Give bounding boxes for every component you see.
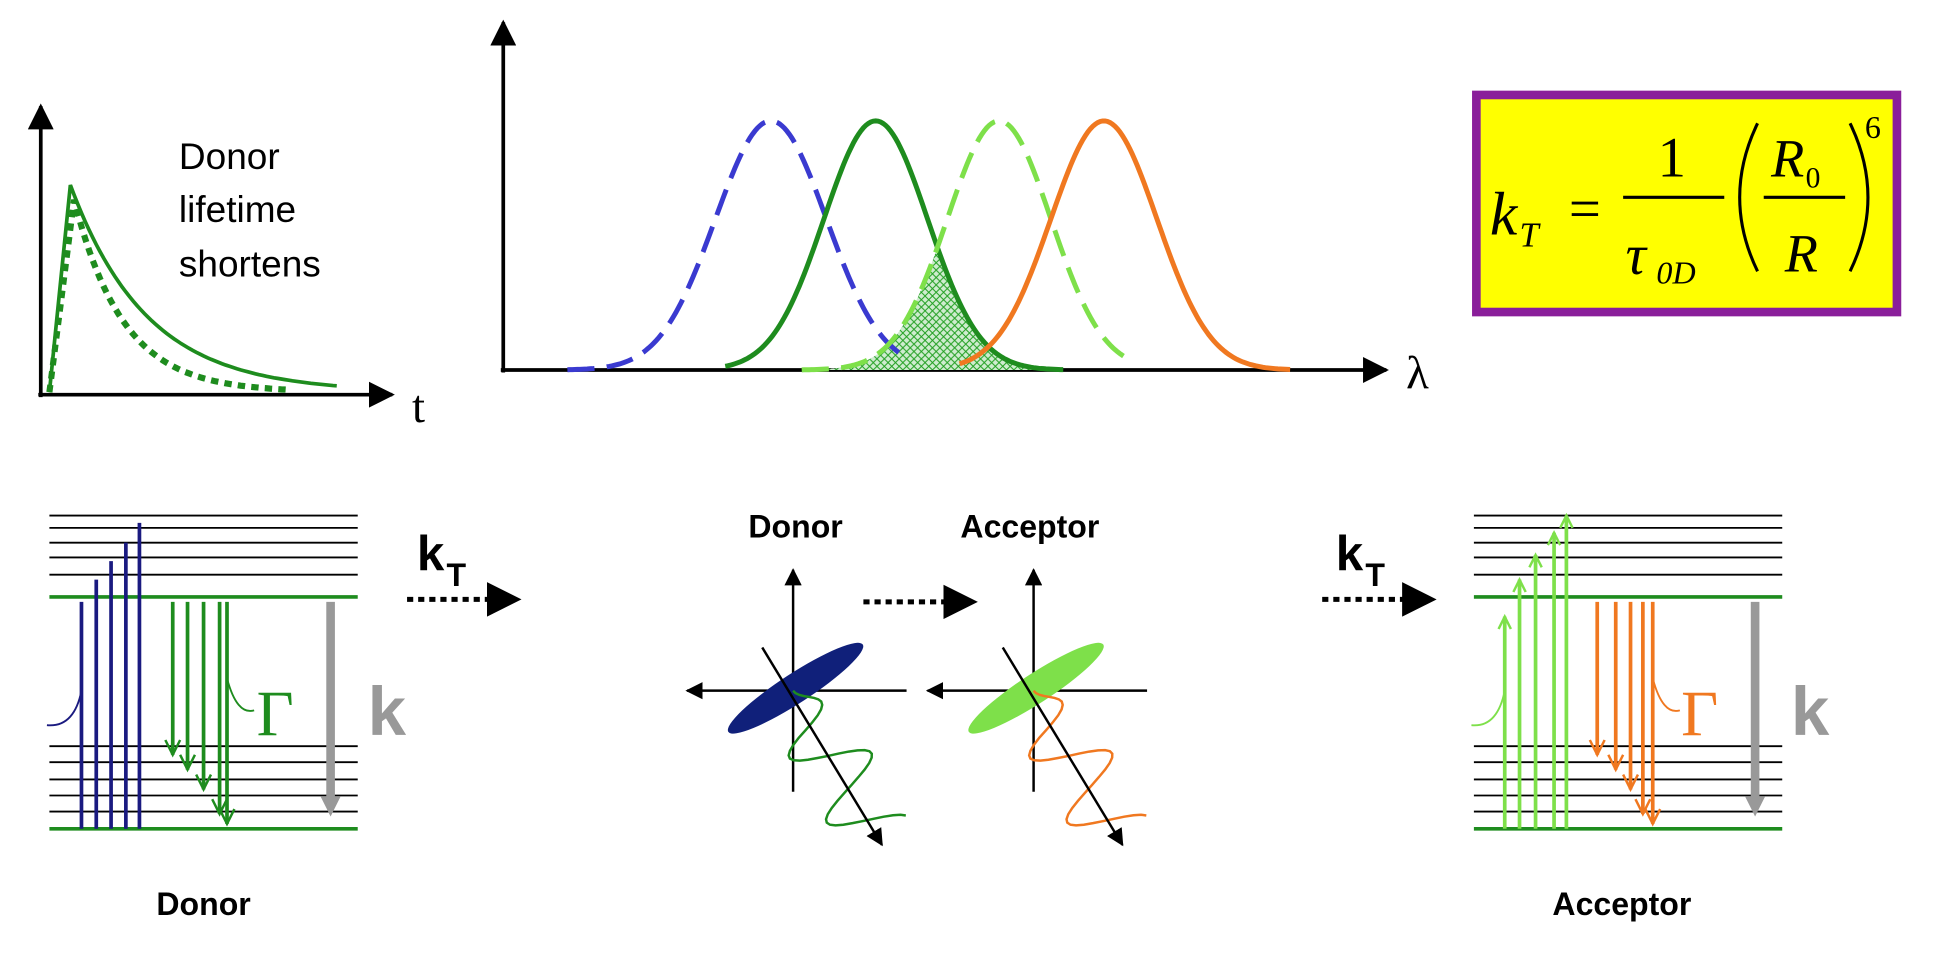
axis [1001,646,1124,847]
label-line: Donor [179,136,280,177]
formula-text: R [1784,223,1818,283]
formula-text: 1 [1658,126,1686,189]
paren [1738,122,1759,273]
dipole [727,642,864,734]
formula-text: 6 [1865,109,1881,145]
arrow-head [164,739,182,758]
arrow-head [1559,512,1574,529]
gamma: Γ [1681,678,1718,749]
arrow-head [1497,613,1513,630]
arrow-head [1745,796,1765,817]
arrow-head [1634,798,1652,817]
arrow-head [1512,576,1527,593]
label-line: lifetime [179,189,296,230]
arrow-head [1588,739,1606,758]
vibrational-curve [1471,690,1506,727]
arrow-head [218,808,236,827]
paren [1848,122,1870,273]
vibrational-curve [1651,678,1681,712]
gamma: Γ [257,678,294,749]
bottom-row [46,512,1783,847]
arrow-head [320,796,341,817]
rate-label: T [447,557,467,593]
formula-text: = [1569,178,1601,241]
arrow-head [1528,552,1543,568]
label-line: shortens [179,243,321,284]
dipole-label: Donor [748,509,842,545]
quenched-decay [46,199,289,393]
dipole-label: Acceptor [960,509,1099,545]
k-label: k [1791,672,1830,750]
arrow-head [195,773,213,793]
formula-text: 0 [1806,162,1821,194]
field-wave [787,689,906,827]
k-label: k [368,672,407,750]
formula-text: R [1770,128,1804,188]
formula-text: 0D [1656,255,1695,291]
vibrational-curve [46,690,83,727]
formula-box [1472,90,1902,317]
donor-label: Donor [156,886,250,922]
donor-absorption [567,118,902,373]
arrow-head [1622,773,1640,793]
formula-text: T [1520,217,1542,255]
rate-label: k [1336,526,1364,581]
axis-label: t [412,381,425,433]
arrow-head [1546,530,1562,546]
rate-label: T [1365,557,1385,593]
acceptor-label: Acceptor [1552,886,1691,922]
field-wave [1027,689,1147,827]
top-row: Donor lifetime shortens t λ k T = 1 τ 0D… [27,19,1902,433]
arrow-head [1644,808,1662,827]
axis-label: λ [1406,348,1429,400]
arrow-head [1607,754,1625,773]
axis [761,646,883,847]
formula-text: τ [1626,224,1649,287]
vibrational-curve [226,678,255,712]
acceptor-emission [958,118,1291,372]
dipole [968,642,1104,734]
arrow-head [211,798,229,817]
donor-decay [47,184,337,393]
arrow-head [179,754,197,773]
formula-text: k [1490,180,1519,248]
overlap-area [801,247,1064,370]
rate-label: k [417,526,445,581]
donor-emission [724,118,1064,373]
acceptor-absorption [801,118,1127,373]
labels: k T k T Γ k Donor Γ k Acceptor Donor Acc… [156,509,1829,922]
